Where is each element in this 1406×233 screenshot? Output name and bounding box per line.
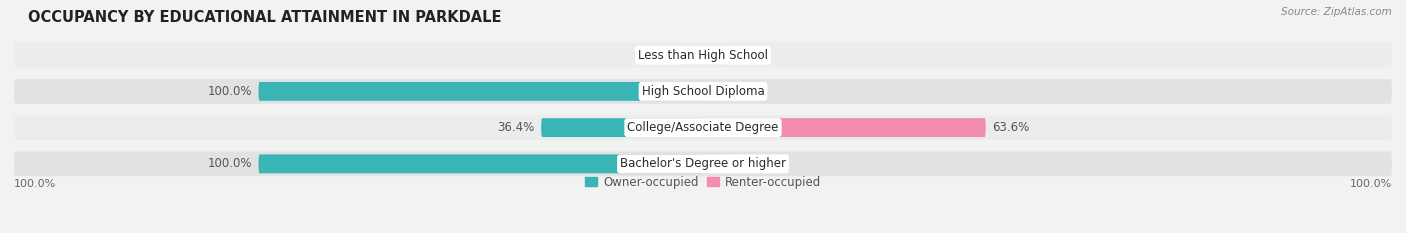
Text: OCCUPANCY BY EDUCATIONAL ATTAINMENT IN PARKDALE: OCCUPANCY BY EDUCATIONAL ATTAINMENT IN P… xyxy=(28,10,502,25)
FancyBboxPatch shape xyxy=(703,46,725,65)
Text: 0.0%: 0.0% xyxy=(733,85,762,98)
Text: 100.0%: 100.0% xyxy=(1350,179,1392,189)
Text: High School Diploma: High School Diploma xyxy=(641,85,765,98)
Text: 0.0%: 0.0% xyxy=(644,49,673,62)
Text: Source: ZipAtlas.com: Source: ZipAtlas.com xyxy=(1281,7,1392,17)
Text: 63.6%: 63.6% xyxy=(993,121,1029,134)
Text: 0.0%: 0.0% xyxy=(733,49,762,62)
FancyBboxPatch shape xyxy=(703,154,725,173)
FancyBboxPatch shape xyxy=(14,151,1392,176)
FancyBboxPatch shape xyxy=(259,154,703,173)
FancyBboxPatch shape xyxy=(541,118,703,137)
FancyBboxPatch shape xyxy=(259,82,703,101)
FancyBboxPatch shape xyxy=(703,118,986,137)
Text: 0.0%: 0.0% xyxy=(733,157,762,170)
Text: 100.0%: 100.0% xyxy=(207,85,252,98)
FancyBboxPatch shape xyxy=(681,46,703,65)
Text: Less than High School: Less than High School xyxy=(638,49,768,62)
FancyBboxPatch shape xyxy=(14,43,1392,68)
Text: Bachelor's Degree or higher: Bachelor's Degree or higher xyxy=(620,157,786,170)
FancyBboxPatch shape xyxy=(14,115,1392,140)
Text: 36.4%: 36.4% xyxy=(498,121,534,134)
FancyBboxPatch shape xyxy=(14,79,1392,104)
Text: College/Associate Degree: College/Associate Degree xyxy=(627,121,779,134)
Text: 100.0%: 100.0% xyxy=(207,157,252,170)
Text: 100.0%: 100.0% xyxy=(14,179,56,189)
FancyBboxPatch shape xyxy=(703,82,725,101)
Legend: Owner-occupied, Renter-occupied: Owner-occupied, Renter-occupied xyxy=(581,171,825,193)
